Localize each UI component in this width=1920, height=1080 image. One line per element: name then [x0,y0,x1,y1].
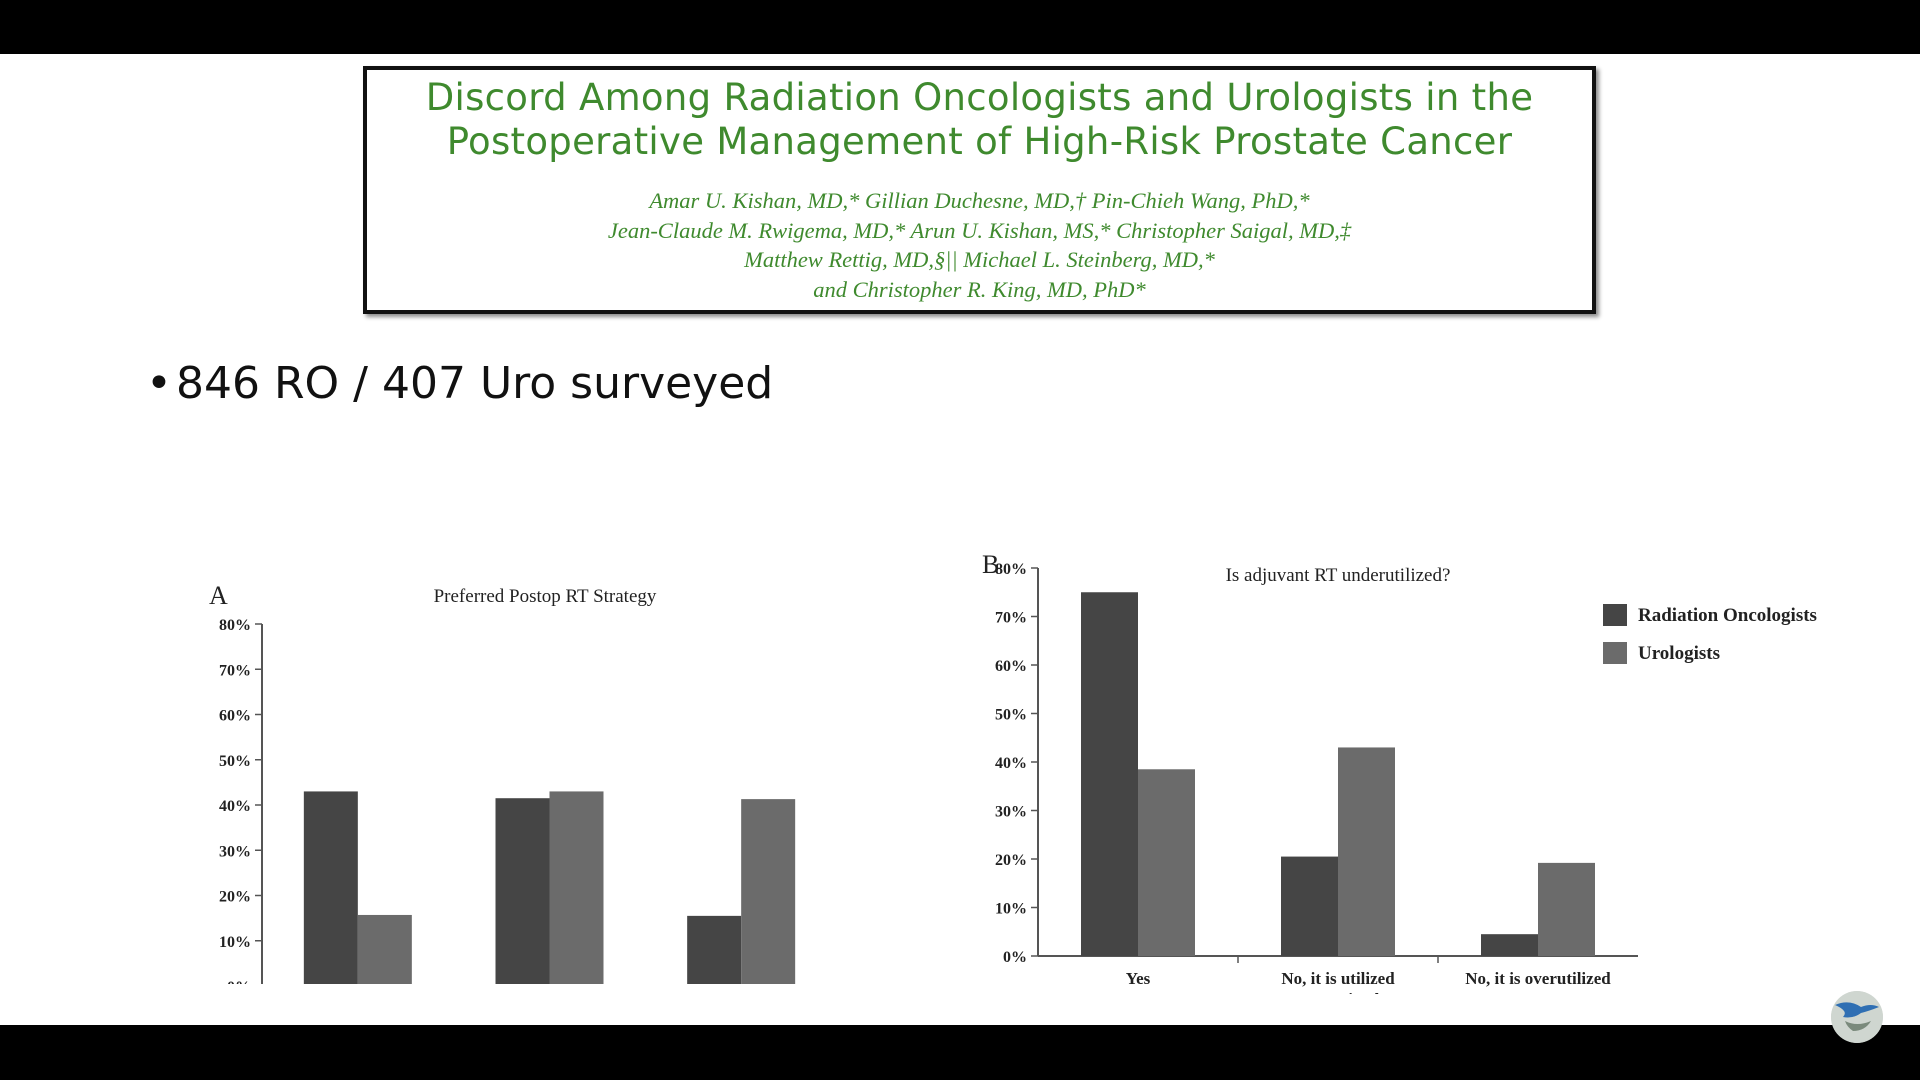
chart-a-y-tick-label: 70% [219,662,251,679]
chart-a-bar-ro [495,798,550,984]
chart-a-bar-uro [549,791,604,984]
slide: Discord Among Radiation Oncologists and … [0,54,1920,1025]
chart-b-bar-ro [1481,934,1538,956]
chart-b-category-label: No, it is utilized [1281,969,1395,988]
legend-label-ro: Radiation Oncologists [1638,605,1817,626]
legend-swatch-ro [1603,604,1627,626]
chart-b-y-tick-label: 60% [995,658,1027,675]
chart-b-y-tick-label: 40% [995,755,1027,772]
bullet-dot-icon: • [146,358,172,409]
chart-a-bar-uro [357,914,412,984]
chart-b-bar-uro [1538,862,1595,956]
chart-a-bar-uro [741,799,796,984]
chart-a-panel-label: A [209,581,228,610]
chart-b-y-tick-label: 0% [1003,949,1027,966]
chart-b-y-tick-label: 80% [995,561,1027,578]
chart-b-panel-label: B [982,550,999,579]
paper-title-line-1: Discord Among Radiation Oncologists and … [425,76,1534,119]
chart-b-category-label: No, it is overutilized [1465,969,1611,988]
authors-line-2: Jean-Claude M. Rwigema, MD,* Arun U. Kis… [607,217,1352,243]
legend-label-uro: Urologists [1638,643,1720,664]
channel-logo [1831,991,1883,1043]
chart-a-y-tick-label: 20% [219,889,251,906]
chart-a-y-tick-label: 10% [219,934,251,951]
chart-a-y-tick-label: 60% [219,708,251,725]
chart-a-bar-ro [687,915,742,984]
chart-a-y-tick-label: 0% [227,979,251,984]
authors-line-1: Amar U. Kishan, MD,* Gillian Duchesne, M… [649,188,1310,213]
chart-b-bar-uro [1338,747,1395,956]
paper-header-box: Discord Among Radiation Oncologists and … [363,66,1596,314]
chart-b-y-tick-label: 30% [995,804,1027,821]
chart-a-y-tick-label: 50% [219,753,251,770]
paper-authors: Amar U. Kishan, MD,* Gillian Duchesne, M… [367,186,1592,304]
bird-logo-icon [1831,991,1883,1043]
chart-b-y-tick-label: 50% [995,707,1027,724]
chart-b-bar-ro [1081,592,1138,956]
survey-bullet: •846 RO / 407 Uro surveyed [146,358,773,409]
chart-a-y-tick-label: 30% [219,843,251,860]
chart-b: B Is adjuvant RT underutilized? 0% 10% 20% 30… [982,550,1817,994]
chart-b-bar-uro [1138,769,1195,956]
chart-b-category-label: appropriately [1288,990,1388,994]
chart-a: A Preferred Postop RT Strategy 0% 10% 20% 30%… [209,581,796,984]
paper-title: Discord Among Radiation Oncologists and … [367,76,1592,164]
legend-swatch-uro [1603,642,1627,664]
chart-b-title: Is adjuvant RT underutilized? [1226,565,1451,586]
authors-line-4: and Christopher R. King, MD, PhD* [813,276,1146,302]
chart-b-y-tick-label: 10% [995,901,1027,918]
authors-line-3: Matthew Rettig, MD,§|| Michael L. Steinb… [744,247,1215,272]
chart-b-y-tick-label: 70% [995,610,1027,627]
bullet-text: 846 RO / 407 Uro surveyed [176,358,774,409]
paper-title-line-2: Postoperative Management of High-Risk Pr… [446,120,1513,163]
chart-a-y-tick-label: 80% [219,617,251,634]
chart-a-title: Preferred Postop RT Strategy [434,586,657,607]
chart-b-bar-ro [1281,856,1338,956]
chart-a-y-tick-label: 40% [219,798,251,815]
chart-b-y-tick-label: 20% [995,852,1027,869]
chart-a-bar-ro [303,791,358,984]
chart-b-category-label: Yes [1126,969,1151,988]
